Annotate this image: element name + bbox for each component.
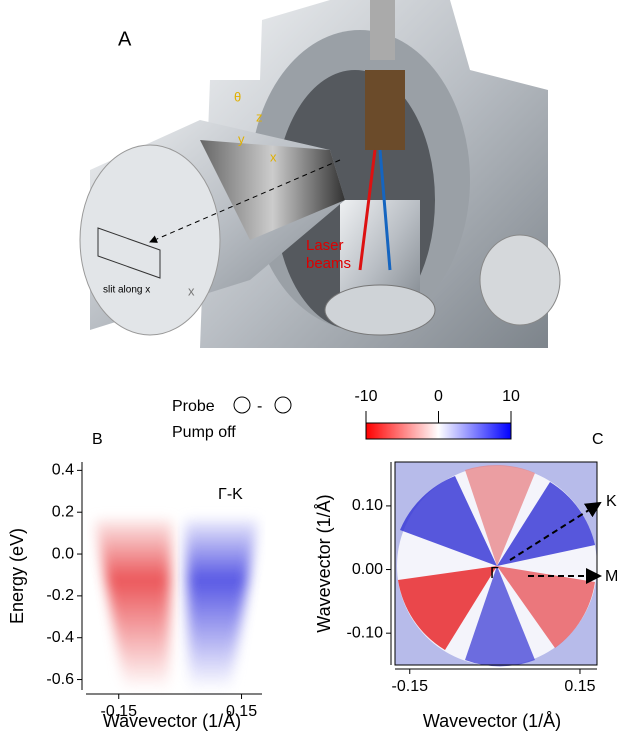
y-axis-label: Wavevector (1/Å)	[314, 494, 334, 632]
laser-label: Laser	[306, 237, 344, 254]
panel-label: A	[118, 28, 132, 50]
gamma-label: Γ	[490, 565, 499, 582]
y-tick-label: -0.6	[46, 671, 74, 688]
laser-label: beams	[306, 255, 351, 272]
k-arrow	[509, 501, 602, 561]
apparatus-render	[79, 0, 561, 348]
colorbar-tick-label: 0	[434, 388, 443, 405]
legend-pump: Pump off	[172, 424, 236, 441]
axis-label: y	[238, 131, 245, 146]
y-tick-label: -0.10	[347, 624, 384, 641]
x-axis-label: Wavevector (1/Å)	[423, 711, 561, 731]
axis-label: x	[188, 283, 195, 298]
axis-label: x	[270, 149, 277, 164]
axis-label: θ	[234, 89, 241, 104]
y-tick-label: 0.0	[52, 545, 74, 562]
m-label: M	[605, 568, 618, 585]
axis-label: z	[256, 109, 263, 124]
heatmap-b	[95, 520, 258, 690]
legend-probe: Probe	[172, 398, 215, 415]
y-tick-label: 0.10	[352, 497, 383, 514]
polarization-icon	[274, 396, 292, 414]
x-tick-label: -0.15	[101, 703, 138, 720]
x-tick-label: 0.15	[226, 703, 257, 720]
y-tick-label: 0.4	[52, 462, 74, 479]
y-tick-label: -0.4	[46, 629, 74, 646]
x-axis-label: Wavevector (1/Å)	[103, 711, 241, 731]
y-axis-label: Energy (eV)	[7, 528, 27, 624]
polarization-icon	[233, 396, 251, 414]
annotation: Γ-K	[218, 486, 243, 503]
slit-label: slit along x	[103, 285, 150, 296]
k-label: K	[606, 493, 617, 510]
legend-separator: -	[257, 398, 262, 415]
plot-frame	[394, 461, 598, 666]
panel-label: B	[92, 431, 103, 448]
heatmap-c	[395, 462, 597, 667]
x-tick-label: -0.15	[392, 678, 429, 695]
y-tick-label: 0.2	[52, 503, 74, 520]
colorbar	[365, 422, 512, 440]
panel-label: C	[592, 431, 604, 448]
colorbar-tick-label: -10	[354, 388, 377, 405]
colorbar-tick-label: 10	[502, 388, 520, 405]
x-tick-label: 0.15	[564, 678, 595, 695]
y-tick-label: -0.2	[46, 587, 74, 604]
y-tick-label: 0.00	[352, 561, 383, 578]
